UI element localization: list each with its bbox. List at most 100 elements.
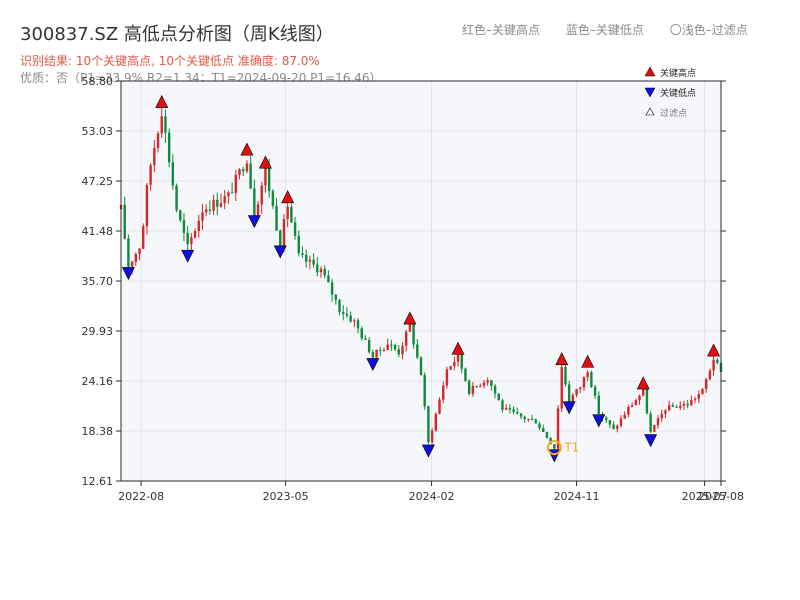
candle-body	[145, 184, 149, 227]
candle-body	[479, 385, 482, 387]
key-low-marker	[644, 434, 658, 448]
candle-body	[167, 132, 171, 163]
color-key-red: 红色–关键高点	[462, 23, 541, 37]
candle-body	[338, 300, 341, 312]
candle-body	[697, 394, 700, 399]
candle-body	[386, 344, 389, 350]
candle-body	[571, 394, 575, 402]
x-tick-label: 2025-08	[698, 490, 744, 503]
candle-body	[590, 372, 593, 387]
candle-body	[464, 368, 467, 381]
candle-body	[493, 385, 497, 394]
candle-body	[293, 222, 297, 236]
candle-body	[419, 357, 423, 375]
candle-body	[438, 399, 441, 414]
candle-body	[442, 385, 445, 400]
candle-body	[245, 163, 249, 172]
candle-body	[693, 398, 697, 400]
candle-body	[219, 203, 223, 207]
candle-body	[327, 275, 330, 283]
candle-body	[345, 313, 349, 316]
candle-body	[701, 388, 704, 395]
axes: 12.61 18.38 24.16 29.93 35.70 41.48 47.25 53.03…	[82, 75, 744, 503]
candle-body	[179, 210, 182, 221]
candle-body	[334, 294, 338, 301]
candle-body	[556, 408, 560, 449]
candle-body	[516, 411, 519, 414]
candles	[119, 104, 723, 451]
key-high-marker	[451, 341, 465, 355]
candle-body	[249, 163, 252, 189]
key-low-marker	[592, 414, 606, 428]
candle-body	[482, 382, 486, 386]
candle-body	[423, 374, 426, 407]
page-title: 300837.SZ 高低点分析图（周K线图）	[20, 24, 334, 45]
candle-body	[627, 407, 630, 415]
y-tick-label: 53.03	[82, 125, 114, 138]
key-low-marker	[247, 215, 261, 229]
candle-body	[449, 366, 452, 370]
candle-body	[319, 268, 323, 273]
candle-body	[416, 344, 419, 358]
candle-body	[608, 420, 612, 425]
x-tick-label: 2025-07	[682, 490, 728, 503]
candle-body	[238, 169, 241, 175]
color-key-light: 〇浅色–过滤点	[669, 23, 748, 37]
candle-body	[282, 219, 286, 249]
candle-body	[256, 204, 260, 218]
color-key-blue: 蓝色–关键低点	[565, 23, 644, 37]
candle-body	[642, 388, 645, 396]
candle-body	[542, 428, 545, 432]
candle-body	[216, 199, 219, 207]
candle-body	[356, 320, 360, 329]
candle-body	[512, 409, 515, 412]
candle-body	[223, 196, 226, 204]
candle-body	[597, 395, 600, 414]
candle-body	[342, 311, 345, 314]
candle-body	[375, 349, 378, 358]
key-low-marker	[273, 245, 287, 259]
candle-body	[445, 369, 449, 386]
candle-body	[349, 315, 352, 322]
legend-label: 关键低点	[660, 87, 696, 99]
candle-body	[360, 328, 363, 339]
candle-body	[523, 416, 526, 420]
x-tick-label: 2022-08	[118, 490, 164, 503]
candle-body	[260, 185, 263, 205]
candle-body	[704, 379, 708, 389]
candle-body	[127, 238, 130, 267]
key-high-marker	[636, 376, 650, 390]
candle-body	[682, 403, 686, 406]
t1-circle	[546, 440, 562, 456]
candle-body	[567, 384, 571, 402]
candle-body	[412, 324, 415, 345]
key-high-marker	[581, 354, 595, 368]
key-low-marker	[121, 267, 135, 281]
candle-body	[323, 268, 326, 276]
candle-body	[227, 192, 230, 197]
candle-body	[716, 359, 719, 363]
candle-body	[638, 395, 641, 401]
candle-body	[634, 400, 638, 406]
candle-body	[497, 393, 500, 401]
legend-label: 关键高点	[660, 67, 696, 79]
candle-body	[234, 174, 238, 193]
candle-body	[460, 353, 463, 369]
candle-body	[549, 438, 552, 445]
candle-body	[519, 413, 523, 417]
y-tick-label: 41.48	[82, 225, 114, 238]
candle-body	[134, 253, 138, 262]
candle-body	[656, 418, 660, 426]
y-tick-label: 47.25	[82, 175, 114, 188]
candle-body	[267, 167, 271, 192]
candle-body	[271, 191, 275, 206]
candle-body	[508, 407, 512, 410]
candle-body	[501, 400, 504, 410]
candle-body	[712, 359, 715, 371]
candle-body	[397, 349, 400, 355]
key-high-marker	[258, 155, 272, 169]
candle-body	[197, 220, 200, 232]
candle-body	[708, 370, 712, 380]
y-tick-label: 12.61	[82, 475, 114, 488]
